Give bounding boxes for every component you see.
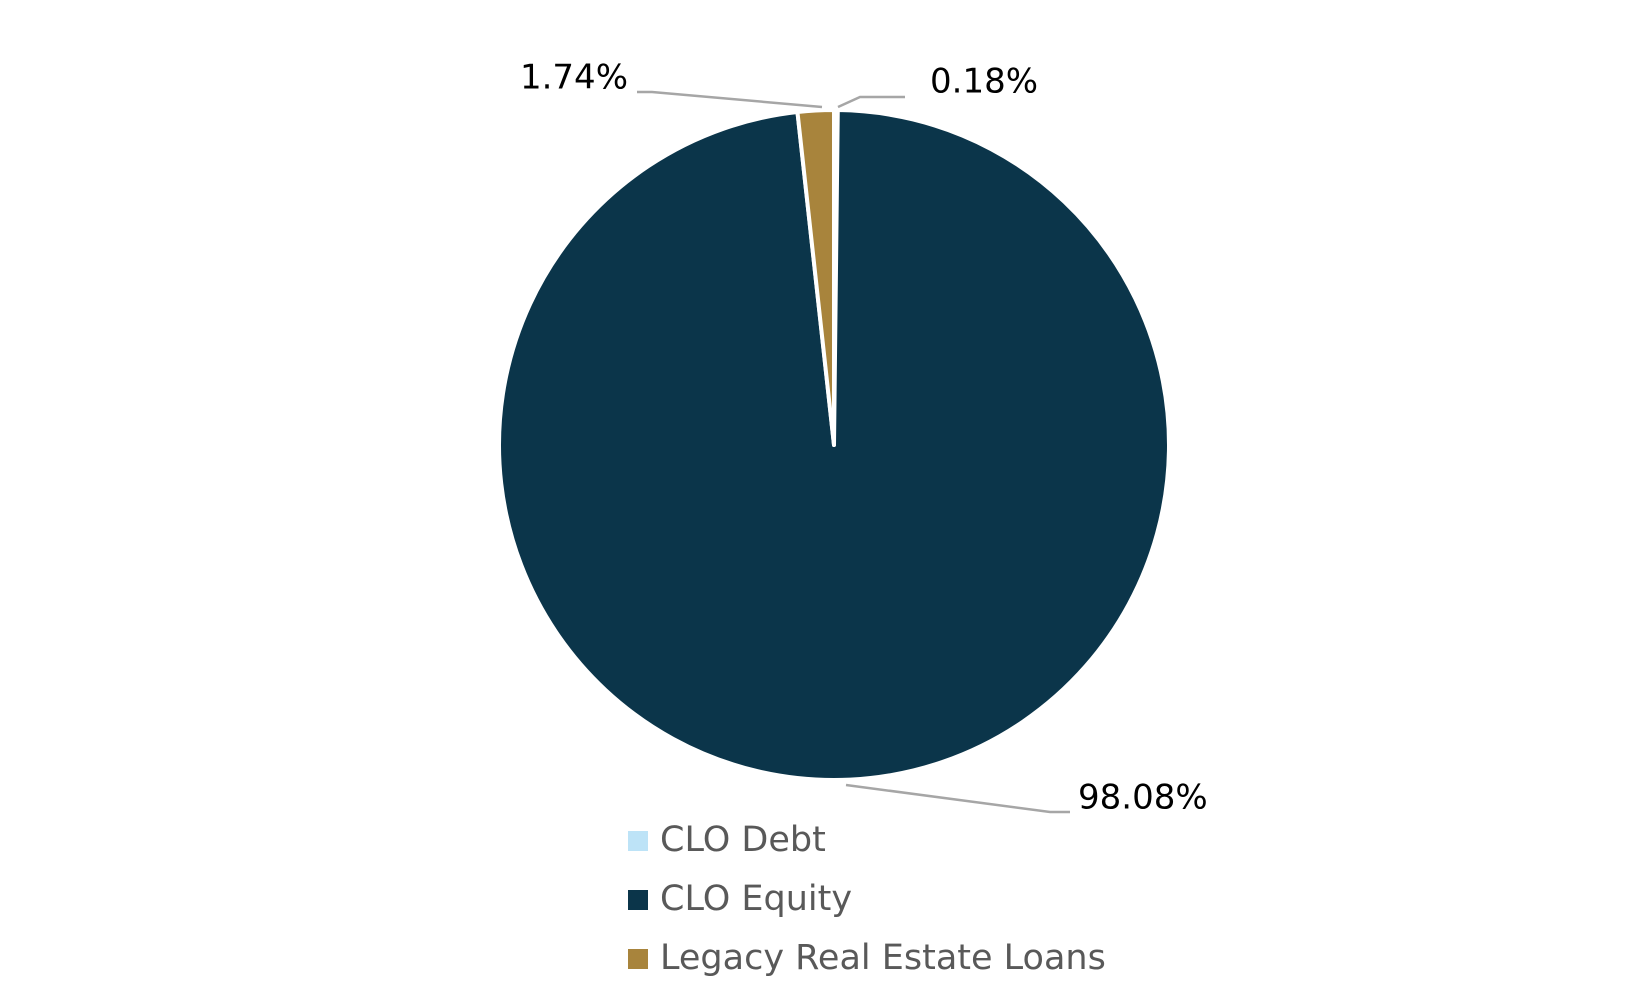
data-label: 0.18% bbox=[930, 62, 1038, 102]
legend-swatch bbox=[628, 949, 648, 969]
pie-slice bbox=[795, 108, 836, 447]
data-label: 98.08% bbox=[1078, 778, 1208, 818]
leader-line bbox=[845, 783, 1070, 814]
legend-swatch bbox=[628, 890, 648, 910]
leader-line bbox=[637, 90, 823, 109]
data-label: 1.74% bbox=[520, 58, 628, 98]
legend-label: CLO Debt bbox=[660, 820, 826, 860]
leader-line bbox=[837, 95, 905, 109]
legend-swatch bbox=[628, 831, 648, 851]
legend-label: Legacy Real Estate Loans bbox=[660, 938, 1106, 978]
legend-label: CLO Equity bbox=[660, 879, 852, 919]
